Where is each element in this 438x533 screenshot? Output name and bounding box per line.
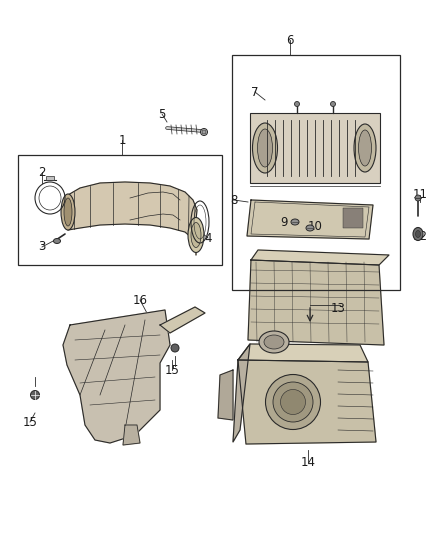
Ellipse shape <box>61 194 75 230</box>
Ellipse shape <box>265 375 321 430</box>
Polygon shape <box>248 260 384 345</box>
Ellipse shape <box>201 128 208 135</box>
Bar <box>232 55 400 290</box>
Ellipse shape <box>188 217 204 253</box>
Text: 1: 1 <box>118 133 126 147</box>
Ellipse shape <box>53 238 60 244</box>
Ellipse shape <box>331 101 336 107</box>
Text: 2: 2 <box>38 166 46 179</box>
Ellipse shape <box>280 390 305 415</box>
Ellipse shape <box>294 101 300 107</box>
Polygon shape <box>68 182 197 255</box>
Ellipse shape <box>252 123 278 173</box>
Ellipse shape <box>354 124 376 172</box>
Ellipse shape <box>413 228 423 240</box>
Polygon shape <box>233 344 250 442</box>
Polygon shape <box>238 344 368 362</box>
Polygon shape <box>160 307 205 333</box>
Bar <box>250 113 380 183</box>
Text: 6: 6 <box>286 34 294 46</box>
Polygon shape <box>63 310 170 443</box>
Text: 8: 8 <box>230 193 238 206</box>
Text: 4: 4 <box>204 231 212 245</box>
Ellipse shape <box>415 195 421 201</box>
Polygon shape <box>247 200 373 239</box>
Ellipse shape <box>264 335 284 349</box>
Text: 7: 7 <box>251 85 259 99</box>
Text: 12: 12 <box>413 230 427 243</box>
Ellipse shape <box>64 198 72 226</box>
Text: 11: 11 <box>413 189 427 201</box>
Text: 15: 15 <box>165 364 180 376</box>
Ellipse shape <box>291 219 299 225</box>
Ellipse shape <box>259 331 289 353</box>
Text: 13: 13 <box>331 302 346 314</box>
Ellipse shape <box>273 382 313 422</box>
Text: 14: 14 <box>300 456 315 469</box>
Polygon shape <box>218 370 233 420</box>
Bar <box>18 155 222 265</box>
Ellipse shape <box>191 222 201 247</box>
Text: 15: 15 <box>23 416 37 429</box>
Ellipse shape <box>358 130 371 166</box>
Polygon shape <box>238 360 376 444</box>
Text: 16: 16 <box>133 294 148 306</box>
Ellipse shape <box>31 391 39 400</box>
Text: 9: 9 <box>280 215 288 229</box>
Ellipse shape <box>306 225 314 231</box>
Ellipse shape <box>171 344 179 352</box>
Bar <box>343 208 363 228</box>
Text: 10: 10 <box>307 220 322 232</box>
Text: 5: 5 <box>158 108 166 120</box>
Ellipse shape <box>258 129 272 167</box>
Text: 3: 3 <box>38 240 46 254</box>
Bar <box>46 176 54 180</box>
Polygon shape <box>251 250 389 265</box>
Polygon shape <box>123 425 140 445</box>
Ellipse shape <box>202 130 206 134</box>
Ellipse shape <box>416 230 420 238</box>
